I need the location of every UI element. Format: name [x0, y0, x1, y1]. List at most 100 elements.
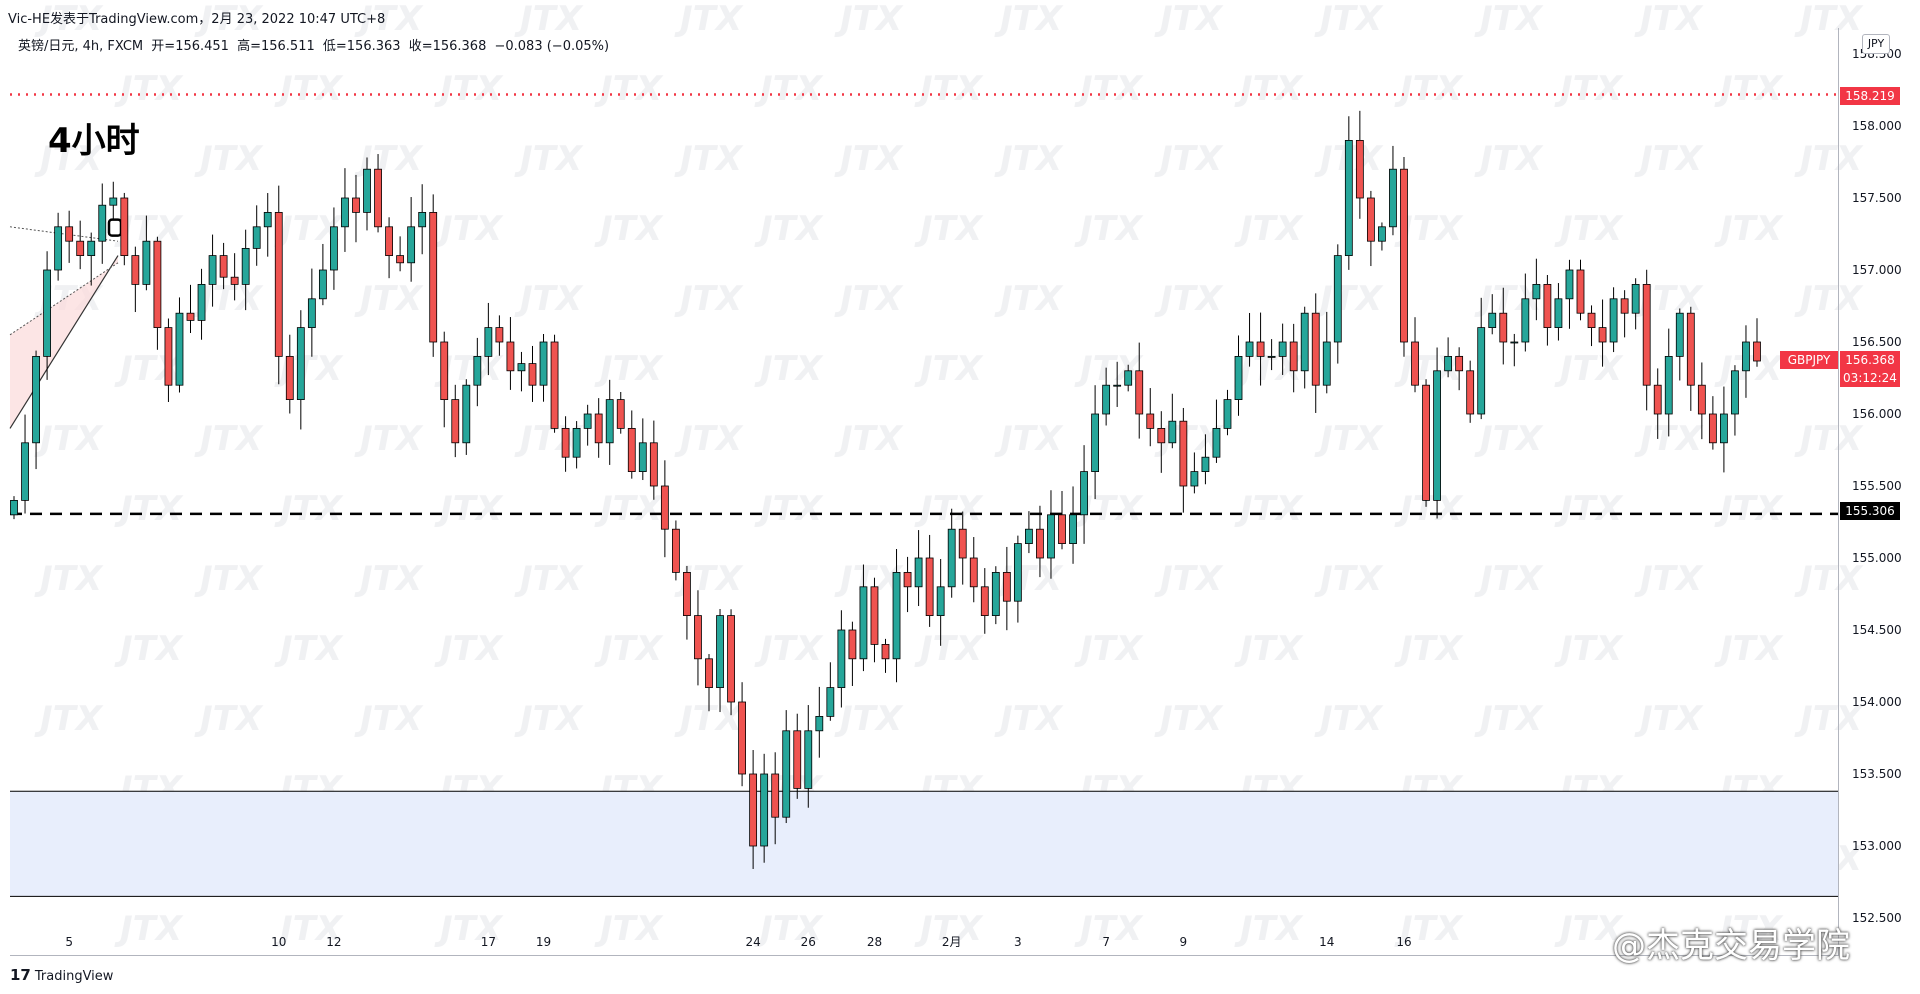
candle-body: [991, 572, 1000, 617]
time-axis[interactable]: 5 10 12 17 19 24 26 28 2月 3 7 9 14 16: [65, 935, 1411, 949]
candle-body: [330, 226, 338, 271]
watermark-text: JTX: [1794, 279, 1864, 319]
watermark-text: JTX: [114, 69, 184, 109]
y-tick-label: 153.000: [1852, 839, 1902, 853]
trend-line-dotted[interactable]: [9, 262, 119, 336]
watermark-text: JTX: [1474, 559, 1544, 599]
watermark-text: JTX: [1234, 69, 1304, 109]
candle-body: [1675, 312, 1684, 357]
watermark-text: JTX: [1074, 349, 1144, 389]
candle-body: [175, 312, 184, 386]
watermark-text: JTX: [1554, 69, 1624, 109]
candle-body: [484, 327, 493, 357]
candle-body: [1234, 355, 1243, 400]
watermark-text: JTX: [1234, 909, 1304, 949]
candle-body: [1047, 514, 1055, 559]
candle-body: [76, 240, 85, 256]
timeframe-annotation[interactable]: 4小时: [48, 121, 140, 161]
candle-body: [1653, 384, 1662, 415]
candle-body: [363, 168, 371, 213]
candle-body: [782, 730, 791, 818]
watermark-text: JTX: [1634, 699, 1704, 739]
candle-body: [914, 557, 923, 588]
watermark-text: JTX: [514, 139, 584, 179]
price-axis[interactable]: 158.500158.000157.500157.000156.500156.0…: [1852, 47, 1902, 925]
change-value: −0.083 (−0.05%): [494, 39, 610, 54]
watermark-text: JTX: [1474, 279, 1544, 319]
watermark-text: JTX: [994, 139, 1064, 179]
candle-body: [1245, 341, 1254, 357]
watermark-text: JTX: [34, 139, 104, 179]
watermark-text: JTX: [914, 349, 984, 389]
candle-body: [694, 615, 702, 660]
candle-body: [1300, 312, 1309, 372]
watermark-text: JTX: [1394, 629, 1464, 669]
candle-body: [307, 298, 316, 328]
candle-body: [506, 341, 515, 372]
currency-badge[interactable]: JPY: [1862, 34, 1890, 54]
close-value: 收=156.368: [408, 39, 487, 54]
candle-body: [903, 572, 912, 588]
candle-body: [1102, 384, 1111, 415]
watermark-text: JTX: [514, 419, 584, 459]
candle-body: [1135, 370, 1144, 415]
watermark-text: JTX: [194, 0, 264, 39]
trend-drawing: [9, 218, 123, 429]
candle-body: [848, 629, 857, 660]
candle-body: [1322, 341, 1331, 386]
watermark-text: JTX: [354, 419, 424, 459]
symbol-name[interactable]: 英镑/日元, 4h, FXCM: [18, 39, 144, 54]
x-tick-label: 16: [1396, 935, 1411, 949]
candle-body: [1389, 168, 1397, 228]
watermark-text: JTX: [194, 699, 264, 739]
candle-body: [186, 312, 195, 321]
candle-body: [1036, 528, 1044, 559]
demand-zone: [10, 791, 1838, 897]
candle-body: [958, 528, 967, 559]
watermark-text: JTX: [994, 699, 1064, 739]
watermark-text: JTX: [754, 209, 824, 249]
candle-body: [230, 276, 239, 285]
candle-body: [495, 327, 504, 343]
watermark-text: JTX: [594, 209, 664, 249]
watermark-text: JTX: [1314, 0, 1384, 39]
watermark-text: JTX: [674, 0, 744, 39]
candle-body: [705, 658, 713, 688]
watermark-text: JTX: [1154, 419, 1224, 459]
watermark-text: JTX: [594, 629, 664, 669]
candle-body: [1146, 413, 1155, 429]
watermark-text: JTX: [834, 279, 904, 319]
candle-body: [1708, 413, 1717, 444]
x-tick-label: 9: [1180, 935, 1188, 949]
trend-line[interactable]: [9, 255, 119, 429]
low-value: 低=156.363: [322, 39, 401, 54]
tradingview-brand: TradingView: [34, 969, 114, 984]
watermark-text: JTX: [354, 559, 424, 599]
candle-body: [1731, 370, 1739, 415]
candle-body: [1157, 427, 1166, 444]
candle-body: [1113, 384, 1122, 387]
watermark-text: JTX: [434, 209, 504, 249]
candle-body: [1124, 370, 1133, 386]
candle-body: [683, 572, 691, 617]
watermark-text: JTX: [34, 699, 104, 739]
candle-body: [727, 615, 735, 703]
watermark-text: JTX: [274, 349, 344, 389]
candle-body: [1697, 384, 1706, 415]
x-tick-label: 19: [536, 935, 551, 949]
candle-body: [1620, 298, 1629, 314]
watermark-text: JTX: [34, 559, 104, 599]
watermark-text: JTX: [514, 279, 584, 319]
watermark-text: JTX: [1314, 559, 1384, 599]
tradingview-logo[interactable]: 17 TradingView: [10, 966, 113, 984]
candle-body: [936, 586, 945, 616]
candle-body: [969, 557, 978, 588]
candle-body: [1344, 139, 1353, 256]
publisher-info: Vic-HE发表于TradingView.com，2月 23, 2022 10:…: [8, 12, 386, 27]
watermark-text: JTX: [994, 279, 1064, 319]
anchor-handle[interactable]: [107, 218, 123, 237]
watermark-text: JTX: [274, 909, 344, 949]
watermark-text: JTX: [754, 349, 824, 389]
